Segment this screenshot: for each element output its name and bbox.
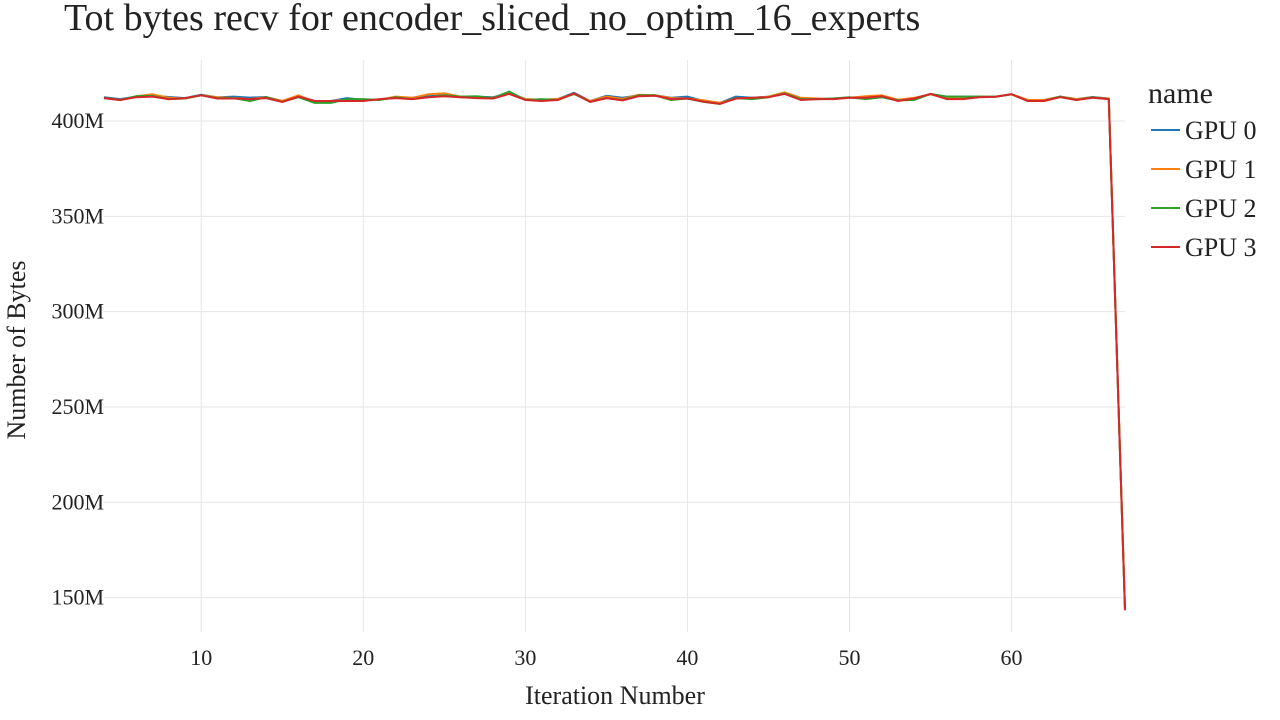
legend: name GPU 0 GPU 1 GPU 2 GPU 3 xyxy=(1148,77,1257,262)
x-tick-label: 60 xyxy=(1001,645,1023,670)
series-line-gpu-0 xyxy=(103,91,1126,611)
x-axis-title: Iteration Number xyxy=(525,681,705,710)
series-line-gpu-3 xyxy=(103,92,1126,611)
y-tick-label: 200M xyxy=(51,489,104,514)
x-tick-label: 50 xyxy=(838,645,860,670)
x-tick-label: 30 xyxy=(514,645,536,670)
legend-label: GPU 1 xyxy=(1185,155,1257,184)
legend-label: GPU 2 xyxy=(1185,194,1257,223)
x-tick-label: 20 xyxy=(352,645,374,670)
series-lines xyxy=(103,90,1126,611)
chart-title: Tot bytes recv for encoder_sliced_no_opt… xyxy=(64,0,920,39)
x-axis-ticks: 10 20 30 40 50 60 xyxy=(190,645,1022,670)
y-tick-label: 400M xyxy=(51,108,104,133)
y-tick-label: 250M xyxy=(51,394,104,419)
y-tick-label: 300M xyxy=(51,299,104,324)
grid xyxy=(104,60,1125,632)
y-tick-label: 150M xyxy=(51,585,104,610)
series-line-gpu-1 xyxy=(103,91,1126,611)
y-axis-ticks: 150M 200M 250M 300M 350M 400M xyxy=(51,108,104,610)
x-tick-label: 10 xyxy=(190,645,212,670)
legend-label: GPU 3 xyxy=(1185,233,1257,262)
y-tick-label: 350M xyxy=(51,203,104,228)
series-line-gpu-2 xyxy=(103,90,1126,611)
y-axis-title: Number of Bytes xyxy=(2,260,31,439)
legend-title: name xyxy=(1148,77,1213,110)
x-tick-label: 40 xyxy=(676,645,698,670)
legend-label: GPU 0 xyxy=(1185,116,1257,145)
